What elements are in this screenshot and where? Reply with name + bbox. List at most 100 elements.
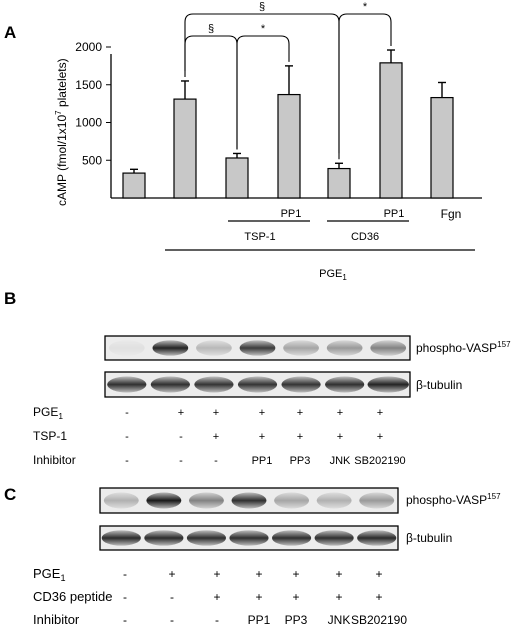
blot-band <box>367 376 409 393</box>
blot-b: phospho-VASP157 β-tubulin PGE1 - + + + + + + TSP… <box>33 335 511 467</box>
treatment-cell: - <box>179 431 183 443</box>
bar-chart-camp: cAMP (fmol/1x107 platelets) 500 1000 1500 2… <box>54 1 482 282</box>
treatment-cell: + <box>213 431 219 443</box>
treatment-row-label-main: PGE <box>33 405 58 419</box>
treatment-cell: + <box>292 567 299 581</box>
blot-band <box>325 376 365 393</box>
treatment-cell: - <box>125 455 129 467</box>
treatment-row-label-sub: 1 <box>60 573 65 583</box>
significance-symbol: § <box>259 1 265 13</box>
treatment-cell: + <box>178 407 184 419</box>
lane-label-pge: PGE1 <box>319 268 347 282</box>
bar <box>327 167 351 199</box>
blot-c-vasp-label-main: phospho-VASP <box>406 493 487 507</box>
blot-band <box>229 530 269 546</box>
treatment-cell: + <box>377 431 383 443</box>
blot-band <box>144 530 184 546</box>
treatment-cell: JNK <box>328 613 351 627</box>
blot-b-vasp-label-main: phospho-VASP <box>416 341 497 355</box>
significance-bracket <box>338 13 392 154</box>
bars-group <box>122 49 454 199</box>
y-tick-label: 1000 <box>75 116 102 130</box>
treatment-cell: + <box>259 431 265 443</box>
blot-band <box>108 340 145 356</box>
blot-band <box>103 492 139 509</box>
treatment-cell: - <box>125 431 129 443</box>
treatment-cell: + <box>375 567 382 581</box>
treatment-cell: + <box>213 590 220 604</box>
blot-b-vasp-label-sup: 157 <box>497 340 511 349</box>
treatment-cell: + <box>335 567 342 581</box>
lane-label-cd36: CD36 <box>351 231 379 243</box>
blot-c-vasp-bands <box>103 492 395 509</box>
treatment-cell: PP3 <box>290 455 311 467</box>
treatment-cell: + <box>168 567 175 581</box>
treatment-row-label-main: Inhibitor <box>33 612 80 627</box>
treatment-cell: + <box>297 407 303 419</box>
blot-band <box>316 492 352 509</box>
blot-band <box>370 340 407 356</box>
blot-band <box>152 340 189 356</box>
treatment-cell: - <box>179 455 183 467</box>
blot-band <box>196 340 232 356</box>
treatment-cell: PP1 <box>248 613 271 627</box>
significance-brackets: § * § * <box>184 1 392 160</box>
treatment-cell: - <box>123 567 127 581</box>
lane-label-pge-sub: 1 <box>342 273 347 282</box>
blot-c-tubulin-bands <box>101 530 397 546</box>
treatment-cell: - <box>170 590 174 604</box>
blot-band <box>194 376 234 393</box>
bar <box>173 98 197 199</box>
blot-b-tubulin-label: β-tubulin <box>416 378 462 392</box>
blot-c: phospho-VASP157 β-tubulin PGE1 - + + + + + + CD3… <box>33 487 501 627</box>
y-tick-label: 500 <box>82 153 102 167</box>
treatment-row-label: CD36 peptide <box>33 589 113 604</box>
treatment-cell: + <box>213 567 220 581</box>
treatment-cell: JNK <box>330 455 351 467</box>
blot-band <box>188 492 224 509</box>
blot-band <box>274 492 310 509</box>
treatment-cell: - <box>215 613 219 627</box>
blot-band <box>150 376 190 393</box>
blot-c-vasp-label: phospho-VASP157 <box>406 492 501 507</box>
y-axis-title: cAMP (fmol/1x107 platelets) <box>54 58 69 206</box>
lane-label-fgn: Fgn <box>441 207 462 221</box>
blot-band <box>101 530 141 546</box>
blot-band <box>107 376 147 393</box>
blot-b-treatment-table: PGE1 - + + + + + + TSP-1 - - + + + + + Inhibitor - - - PP1 PP… <box>33 405 406 467</box>
blot-band <box>326 340 363 356</box>
treatment-row-label: PGE1 <box>33 405 63 421</box>
treatment-row-label: Inhibitor <box>33 612 80 627</box>
blot-band <box>231 492 267 509</box>
treatment-cell: PP3 <box>285 613 308 627</box>
treatment-cell: + <box>292 590 299 604</box>
blot-b-vasp-bands <box>108 340 407 356</box>
treatment-row-label: PGE1 <box>33 566 66 583</box>
treatment-cell: + <box>297 431 303 443</box>
significance-bracket <box>184 13 340 160</box>
treatment-cell: - <box>214 455 218 467</box>
treatment-cell: + <box>259 407 265 419</box>
blot-c-vasp-label-sup: 157 <box>487 492 501 501</box>
treatment-cell: - <box>170 613 174 627</box>
treatment-cell: + <box>255 590 262 604</box>
treatment-cell: + <box>213 407 219 419</box>
blot-b-vasp-label: phospho-VASP157 <box>416 340 511 355</box>
bar <box>277 93 301 199</box>
treatment-cell: - <box>123 590 127 604</box>
treatment-cell: - <box>125 407 129 419</box>
blot-c-tubulin-label: β-tubulin <box>406 531 452 545</box>
blot-band <box>146 492 182 509</box>
treatment-cell: + <box>255 567 262 581</box>
treatment-cell: + <box>337 431 343 443</box>
blot-band <box>271 530 312 546</box>
treatment-cell: PP1 <box>252 455 273 467</box>
treatment-row-label-main: TSP-1 <box>33 429 67 443</box>
treatment-cell: + <box>335 590 342 604</box>
y-tick-label: 2000 <box>75 40 102 54</box>
y-axis-title-main: cAMP (fmol/1x10 <box>55 115 69 206</box>
lane-label-pp1-a: PP1 <box>281 208 302 220</box>
blot-band <box>283 340 319 356</box>
bar <box>122 172 146 199</box>
significance-symbol: * <box>261 23 266 35</box>
